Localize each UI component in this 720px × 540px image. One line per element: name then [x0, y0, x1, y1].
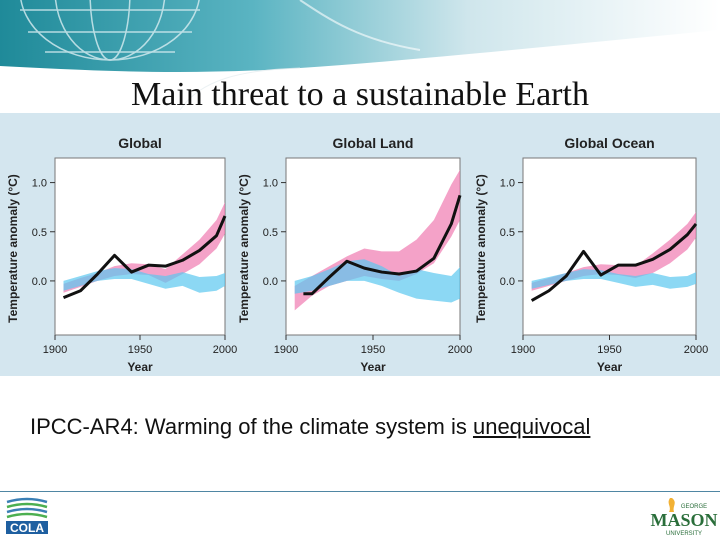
chart-1-ytick-label: 0.5	[32, 227, 47, 239]
charts-figure: 0.0 0.5 1.0 1900 1950 2000 Global Year Temperatu…	[6, 135, 708, 374]
caption-text: IPCC-AR4: Warming of the climate system …	[30, 414, 473, 439]
globe-icon	[20, 0, 200, 61]
chart-2: 0.0 0.5 1.0 1900 1950 2000 Global Land Year Temp…	[237, 135, 472, 374]
footer-divider	[0, 491, 720, 492]
chart-1-all-forcings-band	[63, 202, 225, 293]
chart-3-xtick-label: 2000	[684, 344, 708, 356]
svg-text:MASON: MASON	[651, 510, 718, 530]
chart-2-ytick-label: 1.0	[263, 178, 278, 190]
chart-2-title: Global Land	[333, 135, 414, 151]
chart-3-natural-forcings-band	[531, 269, 696, 289]
chart-2-xlabel: Year	[360, 360, 386, 374]
chart-1-title: Global	[118, 135, 162, 151]
caption-emphasis: unequivocal	[472, 414, 591, 439]
chart-3-all-forcings-band	[531, 212, 696, 291]
chart-3-title: Global Ocean	[564, 135, 654, 151]
chart-1-observed-line	[62, 215, 227, 300]
torch-icon	[668, 498, 675, 512]
chart-2-ytick-label: 0.5	[263, 227, 278, 239]
chart-3-xtick-label: 1900	[511, 344, 535, 356]
chart-1-xlabel: Year	[127, 360, 153, 374]
cola-logo-text: COLA	[10, 521, 44, 535]
cola-logo: COLA	[6, 497, 48, 535]
chart-3-observed-line	[530, 222, 698, 302]
chart-2-xtick-label: 1950	[361, 344, 385, 356]
svg-text:GEORGE: GEORGE	[681, 504, 707, 510]
chart-3-xlabel: Year	[597, 360, 623, 374]
chart-3-ytick-label: 0.0	[500, 276, 515, 288]
slide-caption: IPCC-AR4: Warming of the climate system …	[30, 414, 710, 440]
chart-1-ytick-label: 1.0	[32, 178, 47, 190]
chart-2-xtick-label: 2000	[448, 344, 472, 356]
chart-2-ytick-label: 0.0	[263, 276, 278, 288]
gmu-logo: GEORGE MASON UNIVERSITY	[651, 498, 718, 537]
chart-3-ylabel: Temperature anomaly (°C)	[474, 174, 488, 323]
slide-banner	[0, 0, 720, 110]
chart-3-ytick-label: 0.5	[500, 227, 515, 239]
chart-2-xtick-label: 1900	[274, 344, 298, 356]
chart-1: 0.0 0.5 1.0 1900 1950 2000 Global Year Temperatu…	[6, 135, 237, 374]
chart-3-ytick-label: 1.0	[500, 178, 515, 190]
chart-2-observed-line	[303, 194, 462, 296]
svg-text:UNIVERSITY: UNIVERSITY	[666, 531, 702, 537]
chart-1-xtick-label: 2000	[213, 344, 237, 356]
slide-title: Main threat to a sustainable Earth	[131, 76, 589, 113]
chart-1-xtick-label: 1950	[128, 344, 152, 356]
chart-2-ylabel: Temperature anomaly (°C)	[237, 174, 251, 323]
chart-3: 0.0 0.5 1.0 1900 1950 2000 Global Ocean Year Tem…	[474, 135, 708, 374]
chart-1-ylabel: Temperature anomaly (°C)	[6, 174, 20, 323]
chart-3-xtick-label: 1950	[597, 344, 621, 356]
chart-1-natural-forcings-band	[63, 268, 225, 293]
chart-1-ytick-label: 0.0	[32, 276, 47, 288]
chart-1-xtick-label: 1900	[43, 344, 67, 356]
